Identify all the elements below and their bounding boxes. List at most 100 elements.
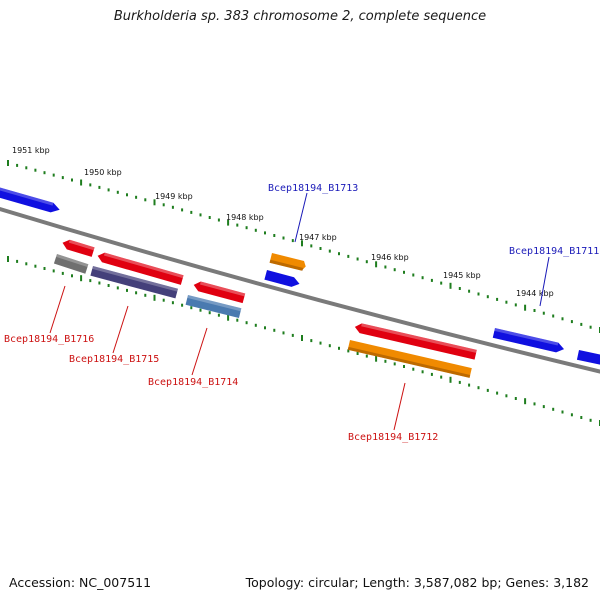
scale-tick [403,270,405,274]
page-title: Burkholderia sp. 383 chromosome 2, compl… [113,9,487,24]
gene-label-b1713[interactable]: Bcep18194_B1713 [268,183,358,194]
leader-line-b1716 [49,285,66,334]
scale-tick [52,269,55,273]
scale-tick [542,405,545,409]
scale-label-1944: 1944 kbp [516,289,554,298]
scale-tick [98,185,101,189]
scale-labels: 1951 kbp 1950 kbp 1949 kbp 1948 kbp 1947… [12,146,554,298]
scale-label-1945: 1945 kbp [443,271,481,280]
scale-tick [310,244,313,248]
gene-feature-b1711[interactable] [492,328,565,354]
scale-tick [384,359,387,363]
scale-tick [135,291,138,295]
leader-line-b1711 [539,256,550,307]
gene-feature-b1714[interactable] [192,280,246,304]
scale-tick [449,376,452,383]
gene-feature-b1712[interactable] [354,322,477,360]
scale-tick [393,362,396,366]
scale-tick [328,344,331,348]
leader-line-b1712 [393,382,406,431]
scale-tick [533,402,536,406]
scale-tick [80,275,83,282]
gene-feature[interactable] [576,350,600,369]
scale-tick [254,323,257,327]
scale-tick [570,320,573,324]
leader-line-b1715 [112,305,129,354]
scale-tick [43,171,46,175]
scale-tick [144,293,147,297]
scale-tick [181,208,184,212]
scale-tick [310,339,313,343]
scale-tick [580,322,583,326]
scale-tick [135,195,138,199]
scale-tick [236,223,239,227]
scale-ticks-upper [7,160,600,333]
scale-tick [282,236,285,240]
leader-line-b1713 [294,192,308,243]
scale-tick [412,273,415,277]
scale-tick [301,240,303,247]
scale-tick [347,254,350,258]
scale-tick [264,326,266,330]
scale-tick [245,226,248,230]
scale-tick [126,288,128,292]
scale-tick [162,298,165,302]
scale-tick [375,355,378,362]
scale-tick [301,335,303,341]
scale-tick [7,256,9,262]
scale-tick [217,218,220,222]
scale-tick [89,183,92,187]
scale-tick [533,309,536,312]
scale-tick [319,247,322,250]
scale-tick [347,349,350,353]
scale-tick [338,346,340,350]
scale-tick [34,168,37,172]
gene-feature-b1714[interactable] [185,295,242,319]
scale-tick [153,199,156,206]
gene-feature-b1712[interactable] [347,340,472,378]
scale-tick [552,314,555,318]
scale-tick [375,261,378,268]
scale-tick [430,278,433,282]
gene-label-b1715[interactable]: Bcep18194_B1715 [69,354,159,365]
scale-tick [421,276,424,280]
gene-feature-b1716[interactable] [53,254,89,274]
scale-tick [199,213,202,217]
gene-feature-b1713[interactable] [264,270,300,289]
gene-label-b1712[interactable]: Bcep18194_B1712 [348,432,438,443]
scale-tick [393,268,396,272]
scale-label-1950: 1950 kbp [84,168,122,177]
scale-tick [403,365,405,368]
scale-tick [273,234,276,237]
gene-feature[interactable] [61,238,95,257]
gene-feature-b1713[interactable] [269,253,307,271]
scale-tick [144,198,147,202]
scale-tick [61,271,64,275]
scale-tick [116,286,119,290]
scale-tick [107,188,110,192]
scale-tick [468,383,471,387]
gene-label-b1714[interactable]: Bcep18194_B1714 [148,377,238,388]
scale-label-1949: 1949 kbp [155,192,193,201]
gene-feature-b1715[interactable] [96,251,184,285]
scale-tick [171,205,174,209]
scale-tick [319,341,322,345]
scale-tick [236,318,239,322]
accession-text: Accession: NC_007511 [9,575,152,590]
scale-tick [71,178,73,182]
scale-tick [264,231,266,235]
gene-feature-b1715[interactable] [90,266,179,299]
leader-lines [49,192,550,431]
scale-tick [514,303,517,307]
gene-label-b1716[interactable]: Bcep18194_B1716 [4,334,94,345]
scale-tick [7,160,9,166]
topology-text: Topology: circular; Length: 3,587,082 bp… [245,575,589,590]
gene-label-b1711[interactable]: Bcep18194_B1711 [509,246,599,257]
scale-tick [338,252,340,256]
scale-tick [458,380,461,384]
scale-tick [524,304,527,311]
scale-tick [227,219,230,226]
gene-feature[interactable] [0,184,61,215]
scale-tick [477,292,480,296]
